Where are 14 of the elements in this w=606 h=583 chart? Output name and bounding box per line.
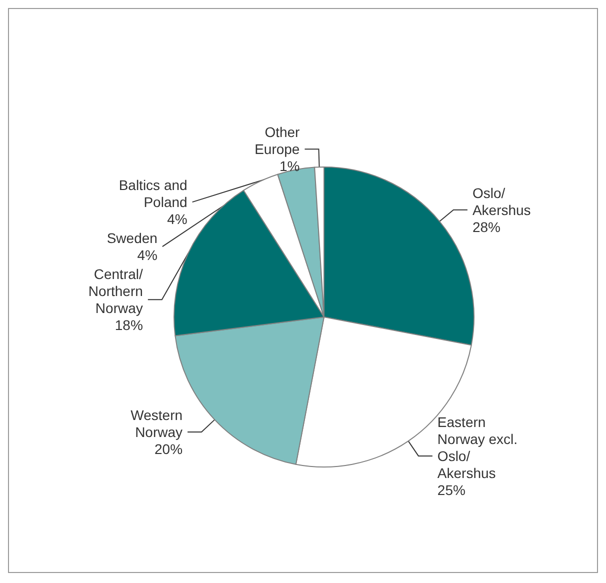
slice-label: Sweden	[106, 230, 158, 246]
slice-label: Baltics and Poland	[118, 177, 188, 210]
data-label: 18%	[114, 317, 143, 334]
data-label: 20%	[154, 441, 183, 458]
slice-label: Eastern Norway excl. Oslo/ Akershus	[437, 414, 518, 481]
data-label: 1%	[279, 158, 300, 174]
data-label: 4%	[137, 247, 158, 264]
data-label: 4%	[167, 211, 188, 228]
slice-label: Western Norway	[130, 407, 183, 440]
data-label: 25%	[437, 482, 466, 498]
slice-label: Oslo/ Akershus	[472, 184, 531, 218]
slice-label: Central/ Northern Norway	[88, 266, 143, 316]
data-label: 28%	[472, 218, 500, 235]
slice-label: Other Europe	[254, 124, 300, 158]
